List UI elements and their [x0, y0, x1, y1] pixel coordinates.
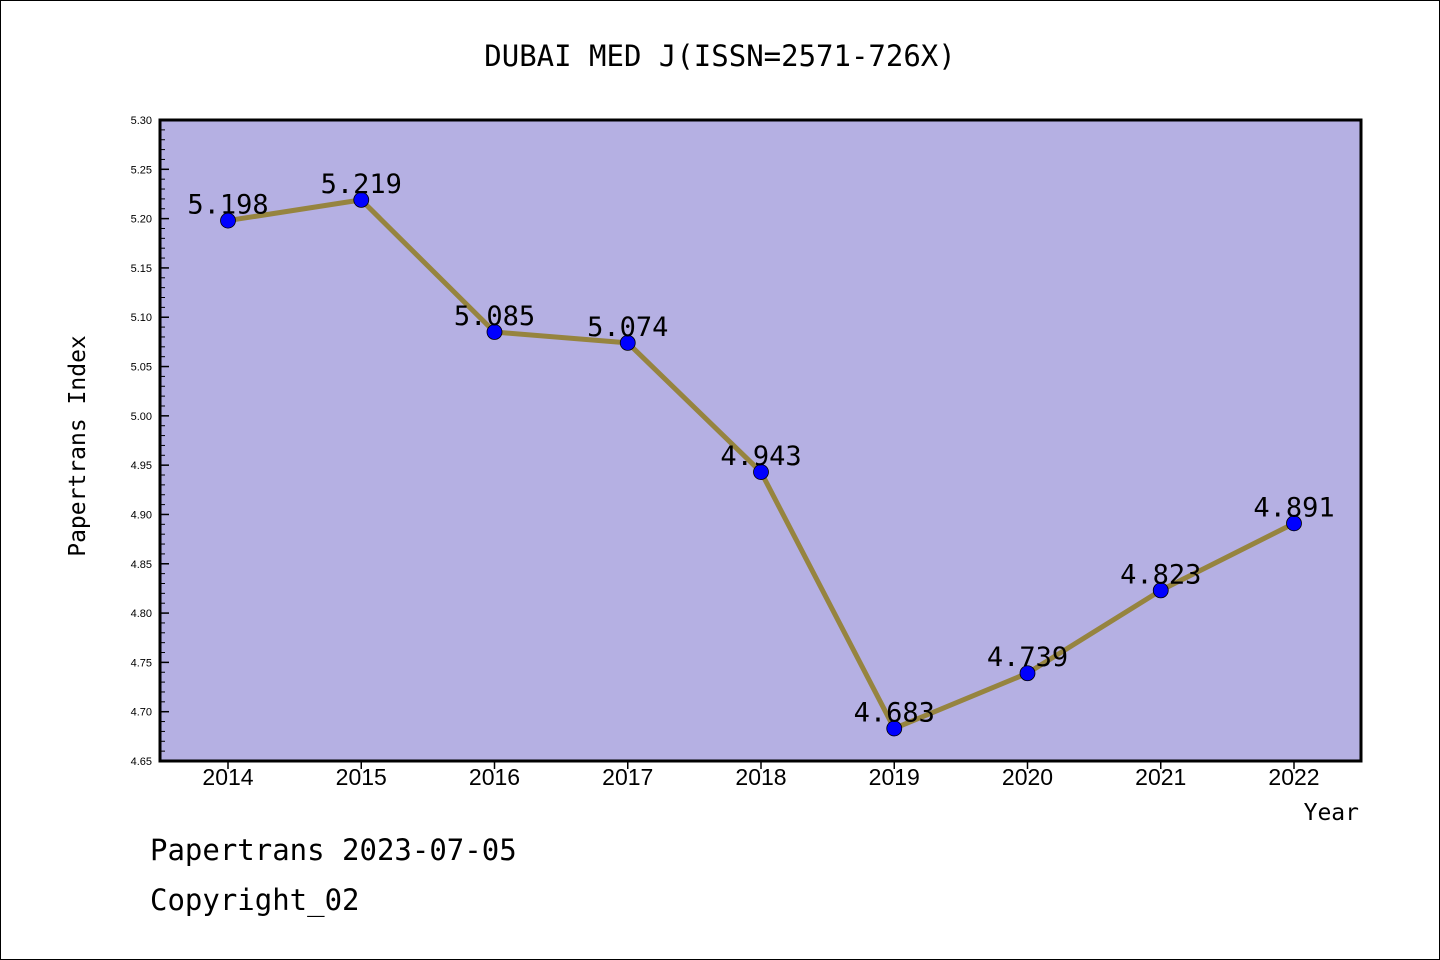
y-tick-label: 5.15 — [131, 263, 152, 275]
chart-title: DUBAI MED J(ISSN=2571-726X) — [484, 39, 955, 73]
x-tick-label: 2018 — [735, 764, 786, 790]
footer-copyright: Copyright_02 — [150, 883, 360, 917]
footer-date: Papertrans 2023-07-05 — [150, 833, 517, 867]
data-label: 5.219 — [321, 169, 402, 200]
y-tick-label: 5.25 — [131, 164, 152, 176]
x-tick-label: 2021 — [1135, 764, 1186, 790]
x-tick-label: 2019 — [869, 764, 920, 790]
plot-border — [158, 118, 1363, 763]
y-tick-label: 4.65 — [131, 756, 152, 768]
y-tick-label: 4.80 — [131, 608, 152, 620]
data-point — [1019, 665, 1036, 682]
data-label: 4.683 — [854, 697, 935, 728]
x-tick-label: 2014 — [202, 764, 253, 790]
data-point — [886, 720, 903, 737]
data-point — [1152, 582, 1169, 599]
y-tick-label: 5.30 — [131, 115, 152, 127]
x-axis-label: Year — [1304, 800, 1359, 826]
y-tick-label: 4.75 — [131, 657, 152, 669]
data-label: 4.739 — [987, 642, 1068, 673]
x-tick-label: 2016 — [469, 764, 520, 790]
x-tick-label: 2022 — [1268, 764, 1319, 790]
y-tick-label: 4.70 — [131, 707, 152, 719]
y-tick-label: 5.10 — [131, 312, 152, 324]
data-point — [353, 191, 370, 208]
data-label: 5.198 — [187, 190, 268, 221]
plot-area — [160, 120, 1361, 761]
data-point — [753, 464, 769, 480]
data-label: 5.085 — [454, 301, 535, 332]
data-point — [486, 324, 503, 340]
y-axis-label: Papertrans Index — [65, 335, 91, 557]
data-point — [220, 212, 236, 229]
data-label: 4.823 — [1120, 559, 1201, 590]
x-tick-label: 2015 — [336, 764, 387, 790]
data-label: 5.074 — [587, 312, 668, 343]
data-label: 4.943 — [720, 441, 801, 472]
data-point — [619, 334, 636, 351]
y-tick-label: 4.90 — [131, 509, 152, 521]
series-layer: 5.198 5.219 5.085 5.074 4.943 4.683 4.739 4.823… — [187, 169, 1335, 737]
y-tick-label: 5.20 — [131, 214, 152, 226]
y-tick-label: 4.95 — [131, 460, 152, 472]
x-tick-label: 2017 — [602, 764, 653, 790]
y-tick-label: 5.05 — [131, 362, 152, 374]
y-tick-label: 5.00 — [131, 411, 152, 423]
y-axis: 4.65 4.70 4.75 4.80 4.85 4.90 4.95 5.00 5.05 5.10… — [131, 115, 169, 768]
y-tick-label: 4.85 — [131, 559, 152, 571]
data-label: 4.891 — [1253, 492, 1334, 523]
data-point — [1286, 515, 1302, 532]
x-axis: 2014 2015 2016 2017 2018 2019 2020 2021 2022 — [202, 761, 1320, 790]
x-tick-label: 2020 — [1002, 764, 1053, 790]
